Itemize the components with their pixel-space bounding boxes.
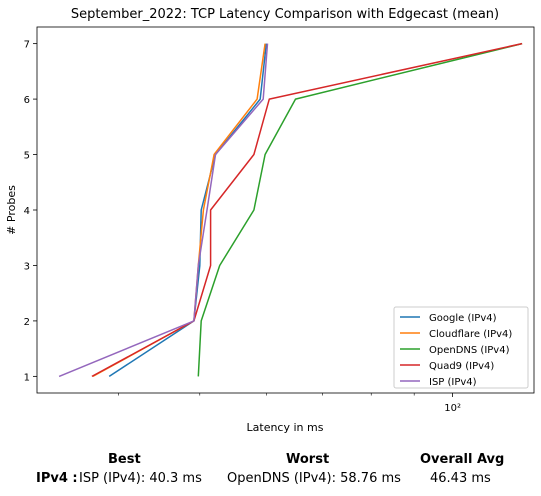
- legend-label: Cloudflare (IPv4): [429, 329, 512, 340]
- best-header: Best: [108, 452, 141, 467]
- legend-label: ISP (IPv4): [429, 377, 477, 388]
- y-tick-label: 2: [24, 317, 30, 328]
- y-axis-label: # Probes: [5, 185, 18, 235]
- y-tick-label: 5: [24, 151, 30, 162]
- legend-box: [393, 306, 529, 389]
- legend: Google (IPv4) Cloudflare (IPv4) OpenDNS (I…: [393, 306, 529, 389]
- y-axis-ticks: 1 2 3 4 5 6 7: [24, 40, 37, 383]
- worst-header: Worst: [286, 452, 330, 467]
- best-value: ISP (IPv4): 40.3 ms: [79, 471, 202, 486]
- legend-label: Google (IPv4): [429, 313, 497, 324]
- x-axis-label: Latency in ms: [247, 421, 324, 434]
- overall-avg-header: Overall Avg: [420, 452, 505, 467]
- series-lines: [58, 42, 523, 378]
- legend-label: OpenDNS (IPv4): [429, 345, 510, 356]
- y-tick-label: 1: [24, 372, 30, 383]
- series-line-3: [197, 42, 523, 377]
- overall-avg-value: 46.43 ms: [430, 471, 491, 486]
- y-tick-label: 7: [24, 40, 30, 51]
- chart-title: September_2022: TCP Latency Comparison w…: [71, 7, 499, 22]
- ipv4-row-label: IPv4 :: [36, 471, 78, 486]
- y-tick-label: 3: [24, 261, 30, 272]
- x-axis-ticks: 10²: [118, 393, 461, 414]
- series-line-5: [58, 43, 269, 378]
- y-tick-label: 4: [24, 206, 30, 217]
- legend-label: Quad9 (IPv4): [429, 361, 494, 372]
- series-line-1: [108, 43, 268, 378]
- latency-chart: September_2022: TCP Latency Comparison w…: [5, 7, 535, 434]
- worst-value: OpenDNS (IPv4): 58.76 ms: [227, 471, 401, 486]
- x-tick-label: 10²: [444, 403, 461, 414]
- y-tick-label: 6: [24, 95, 30, 106]
